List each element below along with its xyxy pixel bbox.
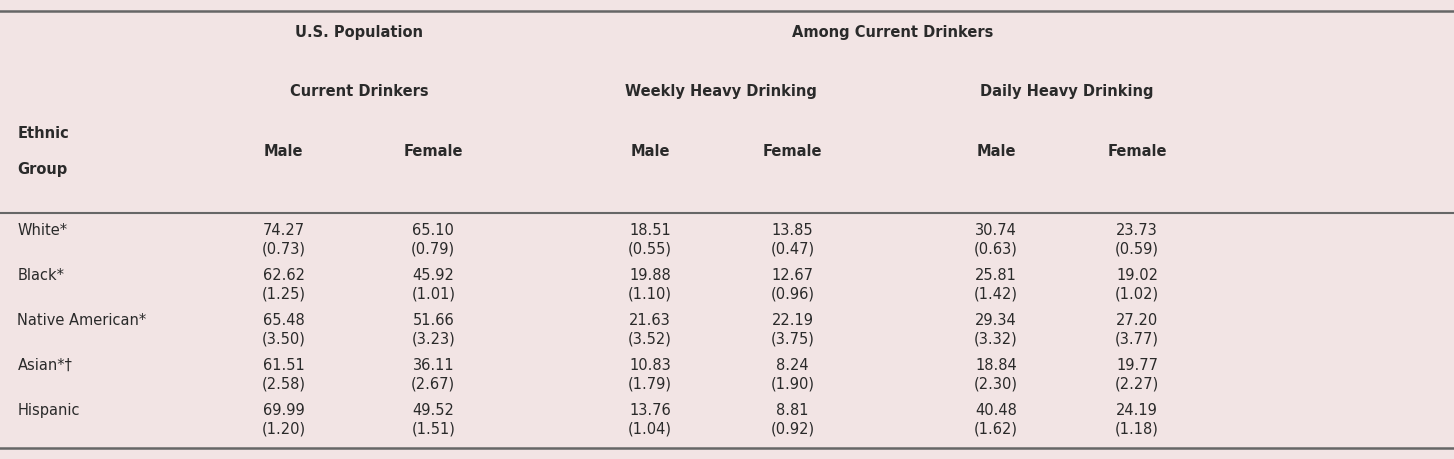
Text: Male: Male (263, 144, 304, 159)
Text: 13.85: 13.85 (772, 223, 813, 238)
Text: Asian*†: Asian*† (17, 358, 73, 373)
Text: Weekly Heavy Drinking: Weekly Heavy Drinking (625, 84, 817, 99)
Text: U.S. Population: U.S. Population (295, 25, 423, 39)
Text: Male: Male (976, 144, 1016, 159)
Text: (3.52): (3.52) (628, 331, 672, 346)
Text: (3.50): (3.50) (262, 331, 305, 346)
Text: Ethnic: Ethnic (17, 126, 70, 140)
Text: 10.83: 10.83 (630, 358, 670, 373)
Text: (1.18): (1.18) (1115, 421, 1159, 436)
Text: 12.67: 12.67 (772, 268, 813, 283)
Text: (1.20): (1.20) (262, 421, 305, 436)
Text: 21.63: 21.63 (630, 313, 670, 328)
Text: (0.47): (0.47) (771, 241, 814, 256)
Text: 30.74: 30.74 (976, 223, 1016, 238)
Text: 45.92: 45.92 (413, 268, 454, 283)
Text: Female: Female (1108, 144, 1166, 159)
Text: 18.51: 18.51 (630, 223, 670, 238)
Text: Native American*: Native American* (17, 313, 147, 328)
Text: (1.79): (1.79) (628, 376, 672, 391)
Text: 61.51: 61.51 (263, 358, 304, 373)
Text: White*: White* (17, 223, 67, 238)
Text: (3.75): (3.75) (771, 331, 814, 346)
Text: (1.04): (1.04) (628, 421, 672, 436)
Text: 19.02: 19.02 (1117, 268, 1157, 283)
Text: (1.51): (1.51) (411, 421, 455, 436)
Text: Black*: Black* (17, 268, 64, 283)
Text: (3.32): (3.32) (974, 331, 1018, 346)
Text: (0.79): (0.79) (411, 241, 455, 256)
Text: 25.81: 25.81 (976, 268, 1016, 283)
Text: (0.63): (0.63) (974, 241, 1018, 256)
Text: (2.58): (2.58) (262, 376, 305, 391)
Text: (1.62): (1.62) (974, 421, 1018, 436)
Text: (2.27): (2.27) (1115, 376, 1159, 391)
Text: 13.76: 13.76 (630, 403, 670, 418)
Text: (0.92): (0.92) (771, 421, 814, 436)
Text: Hispanic: Hispanic (17, 403, 80, 418)
Text: Group: Group (17, 162, 68, 177)
Text: Female: Female (763, 144, 822, 159)
Text: Among Current Drinkers: Among Current Drinkers (792, 25, 993, 39)
Text: (3.77): (3.77) (1115, 331, 1159, 346)
Text: 8.81: 8.81 (776, 403, 808, 418)
Text: (0.73): (0.73) (262, 241, 305, 256)
Text: (0.59): (0.59) (1115, 241, 1159, 256)
Text: (1.90): (1.90) (771, 376, 814, 391)
Text: 8.24: 8.24 (776, 358, 808, 373)
Text: 27.20: 27.20 (1115, 313, 1159, 328)
Text: 62.62: 62.62 (263, 268, 304, 283)
Text: (1.01): (1.01) (411, 286, 455, 301)
Text: 74.27: 74.27 (263, 223, 304, 238)
Text: 18.84: 18.84 (976, 358, 1016, 373)
Text: 69.99: 69.99 (263, 403, 304, 418)
Text: 22.19: 22.19 (772, 313, 813, 328)
Text: (1.25): (1.25) (262, 286, 305, 301)
Text: (0.96): (0.96) (771, 286, 814, 301)
Text: 49.52: 49.52 (413, 403, 454, 418)
Text: (0.55): (0.55) (628, 241, 672, 256)
Text: Male: Male (630, 144, 670, 159)
Text: 19.88: 19.88 (630, 268, 670, 283)
Text: (1.02): (1.02) (1115, 286, 1159, 301)
Text: (1.10): (1.10) (628, 286, 672, 301)
Text: (1.42): (1.42) (974, 286, 1018, 301)
Text: 36.11: 36.11 (413, 358, 454, 373)
Text: Female: Female (404, 144, 462, 159)
Text: Current Drinkers: Current Drinkers (289, 84, 429, 99)
Text: (3.23): (3.23) (411, 331, 455, 346)
Text: (2.30): (2.30) (974, 376, 1018, 391)
Text: 51.66: 51.66 (413, 313, 454, 328)
Text: 23.73: 23.73 (1117, 223, 1157, 238)
Text: Daily Heavy Drinking: Daily Heavy Drinking (980, 84, 1154, 99)
Text: 40.48: 40.48 (976, 403, 1016, 418)
Text: 65.10: 65.10 (413, 223, 454, 238)
Text: 29.34: 29.34 (976, 313, 1016, 328)
Text: 19.77: 19.77 (1117, 358, 1157, 373)
Text: 65.48: 65.48 (263, 313, 304, 328)
Text: (2.67): (2.67) (411, 376, 455, 391)
Text: 24.19: 24.19 (1117, 403, 1157, 418)
